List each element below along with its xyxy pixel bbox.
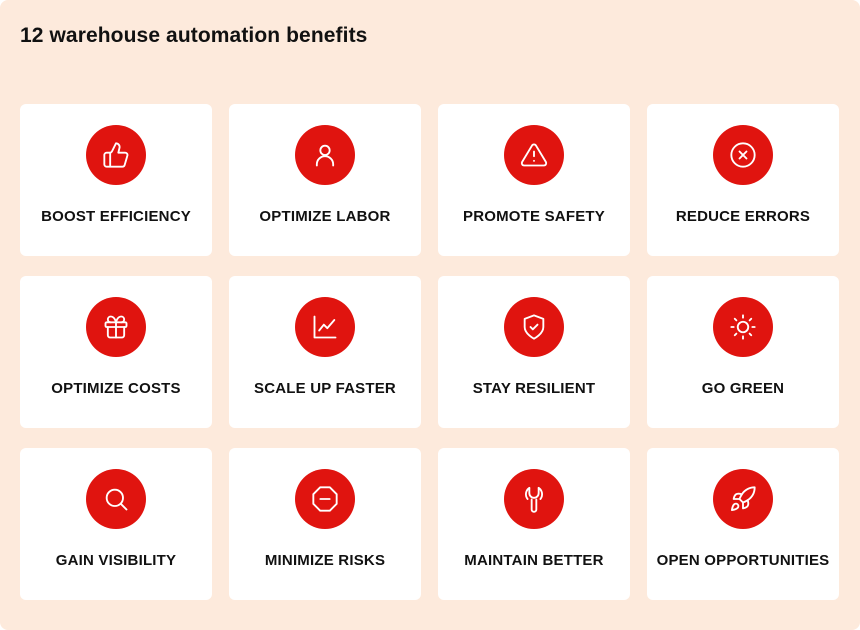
wrench-icon	[504, 469, 564, 529]
card-label: OPEN OPPORTUNITIES	[656, 552, 830, 569]
warning-triangle-icon	[504, 125, 564, 185]
card-optimize-labor: OPTIMIZE LABOR	[229, 104, 421, 256]
card-scale-up-faster: SCALE UP FASTER	[229, 276, 421, 428]
shield-check-icon	[504, 297, 564, 357]
card-go-green: GO GREEN	[647, 276, 839, 428]
user-icon	[295, 125, 355, 185]
gift-icon	[86, 297, 146, 357]
card-open-opportunities: OPEN OPPORTUNITIES	[647, 448, 839, 600]
thumbs-up-icon	[86, 125, 146, 185]
card-promote-safety: PROMOTE SAFETY	[438, 104, 630, 256]
card-label: BOOST EFFICIENCY	[41, 208, 191, 225]
card-gain-visibility: GAIN VISIBILITY	[20, 448, 212, 600]
card-reduce-errors: REDUCE ERRORS	[647, 104, 839, 256]
card-label: MINIMIZE RISKS	[264, 552, 386, 569]
card-label: REDUCE ERRORS	[675, 208, 811, 225]
card-label: OPTIMIZE COSTS	[51, 380, 181, 397]
search-icon	[86, 469, 146, 529]
card-minimize-risks: MINIMIZE RISKS	[229, 448, 421, 600]
card-label: STAY RESILIENT	[472, 380, 596, 397]
card-label: OPTIMIZE LABOR	[259, 208, 391, 225]
line-chart-icon	[295, 297, 355, 357]
benefits-grid: BOOST EFFICIENCY OPTIMIZE LABOR PROMOTE …	[20, 104, 839, 600]
card-label: SCALE UP FASTER	[254, 380, 396, 397]
card-label: GO GREEN	[701, 380, 785, 397]
x-circle-icon	[713, 125, 773, 185]
card-maintain-better: MAINTAIN BETTER	[438, 448, 630, 600]
card-stay-resilient: STAY RESILIENT	[438, 276, 630, 428]
card-label: GAIN VISIBILITY	[55, 552, 177, 569]
card-boost-efficiency: BOOST EFFICIENCY	[20, 104, 212, 256]
rocket-icon	[713, 469, 773, 529]
card-optimize-costs: OPTIMIZE COSTS	[20, 276, 212, 428]
stop-octagon-icon	[295, 469, 355, 529]
sun-icon	[713, 297, 773, 357]
card-label: MAINTAIN BETTER	[464, 552, 604, 569]
page-title: 12 warehouse automation benefits	[20, 24, 368, 47]
card-label: PROMOTE SAFETY	[463, 208, 605, 225]
